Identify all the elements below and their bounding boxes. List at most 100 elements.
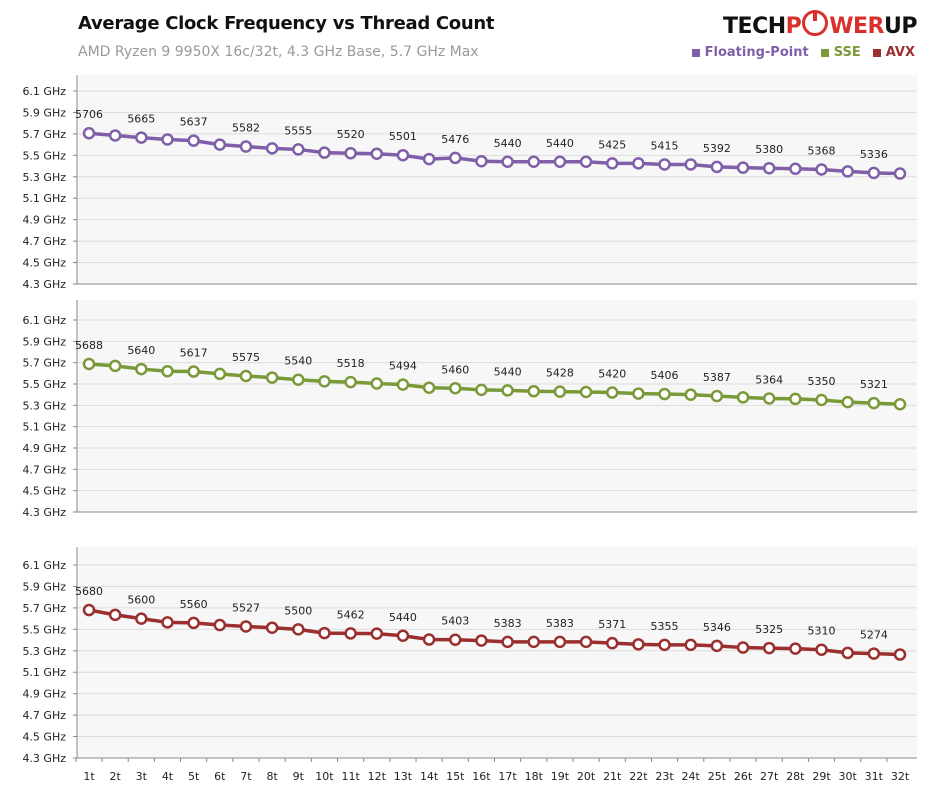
data-label: 5440 — [494, 365, 522, 378]
data-point — [658, 387, 671, 401]
data-point — [292, 143, 305, 156]
data-label: 5476 — [441, 133, 469, 146]
y-tick-label: 5.3 GHz — [22, 399, 66, 412]
x-tick-label: 2t — [110, 770, 122, 783]
data-point — [82, 126, 96, 140]
data-label: 5555 — [284, 124, 312, 137]
data-point — [501, 384, 514, 397]
y-tick-label: 6.1 GHz — [22, 85, 66, 98]
y-tick-label: 5.5 GHz — [22, 378, 66, 391]
data-point — [292, 373, 305, 386]
data-point — [213, 618, 227, 632]
data-point — [135, 612, 148, 625]
data-point — [396, 629, 410, 643]
x-tick-label: 23t — [655, 770, 674, 783]
y-tick-label: 5.7 GHz — [22, 602, 66, 615]
data-point — [422, 381, 436, 394]
data-point — [187, 365, 200, 378]
data-label: 5688 — [75, 339, 103, 352]
data-point — [893, 167, 907, 180]
x-tick-label: 14t — [420, 770, 439, 783]
data-point — [736, 391, 750, 404]
data-point — [579, 385, 593, 399]
data-point — [867, 396, 881, 410]
data-point — [475, 383, 488, 397]
power-icon — [802, 10, 829, 36]
data-point — [213, 367, 227, 381]
plot-background — [77, 75, 917, 284]
data-point — [396, 378, 410, 391]
data-label: 5325 — [755, 623, 783, 636]
y-tick-label: 5.1 GHz — [22, 421, 66, 434]
data-point — [632, 638, 645, 651]
data-point — [292, 623, 305, 636]
data-point — [187, 134, 200, 147]
panel-floating-point: 6.1 GHz 5.9 GHz 5.7 GHz 5.5 GHz 5.3 GHz 5.1 G… — [22, 75, 917, 291]
data-point — [762, 161, 776, 175]
data-point — [632, 157, 645, 170]
data-label: 5560 — [180, 598, 208, 611]
x-tick-label: 20t — [577, 770, 596, 783]
data-label: 5494 — [389, 360, 417, 373]
data-label: 5355 — [651, 620, 679, 633]
data-point — [658, 638, 671, 652]
data-label: 5310 — [808, 625, 836, 638]
data-point — [789, 162, 802, 175]
data-label: 5706 — [75, 108, 103, 121]
y-tick-label: 4.9 GHz — [22, 688, 66, 701]
data-point — [893, 648, 907, 661]
y-tick-label: 4.9 GHz — [22, 214, 66, 227]
data-label: 5371 — [598, 618, 626, 631]
y-tick-label: 5.1 GHz — [22, 666, 66, 679]
data-label: 5420 — [598, 368, 626, 381]
data-point — [841, 395, 854, 409]
data-point — [841, 646, 854, 660]
data-label: 5500 — [284, 604, 312, 617]
data-point — [396, 148, 410, 162]
data-point — [239, 620, 253, 633]
legend-item-fp: Floating-Point — [691, 45, 809, 60]
data-point — [684, 638, 697, 652]
data-point — [108, 129, 122, 142]
data-point — [605, 157, 619, 170]
data-point — [108, 608, 122, 622]
x-tick-label: 31t — [865, 770, 884, 783]
data-point — [135, 362, 148, 376]
data-label: 5350 — [808, 375, 836, 388]
data-point — [422, 152, 436, 166]
data-point — [344, 146, 357, 160]
data-point — [370, 377, 384, 390]
data-point — [449, 151, 462, 165]
data-point — [658, 158, 671, 171]
data-label: 5637 — [180, 116, 208, 129]
data-label: 5462 — [337, 608, 365, 621]
data-label: 5680 — [75, 585, 103, 598]
data-label: 5527 — [232, 601, 260, 614]
data-point — [82, 603, 96, 617]
x-tick-label: 17t — [498, 770, 517, 783]
y-tick-label: 5.3 GHz — [22, 645, 66, 658]
data-label: 5383 — [546, 617, 574, 630]
y-tick-label: 5.5 GHz — [22, 149, 66, 162]
x-tick-label: 21t — [603, 770, 622, 783]
legend-swatch-sse — [820, 48, 829, 57]
data-point — [213, 138, 227, 151]
x-tick-label: 32t — [891, 770, 910, 783]
data-label: 5617 — [180, 347, 208, 360]
y-tick-label: 4.7 GHz — [22, 709, 66, 722]
data-label: 5440 — [494, 137, 522, 150]
plot-background — [77, 300, 917, 512]
data-point — [553, 635, 567, 649]
y-tick-label: 4.7 GHz — [22, 235, 66, 248]
x-tick-label: 15t — [446, 770, 465, 783]
x-tick-label: 13t — [394, 770, 413, 783]
data-point — [475, 634, 488, 647]
y-tick-label: 5.7 GHz — [22, 128, 66, 141]
y-tick-label: 4.7 GHz — [22, 463, 66, 476]
x-tick-label: 7t — [240, 770, 252, 783]
y-tick-label: 4.3 GHz — [22, 506, 66, 519]
x-tick-label: 4t — [162, 770, 174, 783]
chart-title: Average Clock Frequency vs Thread Count — [78, 13, 495, 34]
data-point — [527, 155, 540, 169]
data-label: 5403 — [441, 615, 469, 628]
